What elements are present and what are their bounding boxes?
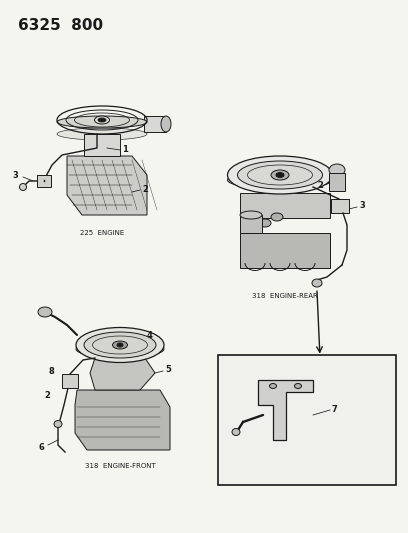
Text: 7: 7 xyxy=(332,405,338,414)
Text: 8: 8 xyxy=(48,367,54,376)
Ellipse shape xyxy=(271,170,289,180)
Text: 6: 6 xyxy=(38,442,44,451)
Text: 5: 5 xyxy=(165,366,171,375)
Bar xyxy=(218,355,396,485)
Ellipse shape xyxy=(76,327,164,362)
Ellipse shape xyxy=(228,171,333,189)
Ellipse shape xyxy=(270,384,277,389)
Bar xyxy=(240,193,330,218)
Ellipse shape xyxy=(98,118,106,122)
Text: 2: 2 xyxy=(142,185,148,195)
Text: 6325  800: 6325 800 xyxy=(18,18,103,33)
Ellipse shape xyxy=(232,429,240,435)
Ellipse shape xyxy=(38,307,52,317)
Ellipse shape xyxy=(57,128,147,140)
Bar xyxy=(329,173,345,191)
Text: 1: 1 xyxy=(122,146,128,155)
Ellipse shape xyxy=(95,116,109,124)
Ellipse shape xyxy=(276,173,284,177)
Ellipse shape xyxy=(76,340,164,358)
Ellipse shape xyxy=(271,213,283,221)
Ellipse shape xyxy=(237,161,322,189)
Text: 318  ENGINE-REAR: 318 ENGINE-REAR xyxy=(252,293,318,299)
Text: 2: 2 xyxy=(317,181,323,190)
Ellipse shape xyxy=(295,384,302,389)
Bar xyxy=(240,233,330,268)
Ellipse shape xyxy=(228,156,333,194)
Polygon shape xyxy=(90,358,155,390)
Ellipse shape xyxy=(20,183,27,190)
Ellipse shape xyxy=(117,343,123,347)
Bar xyxy=(84,134,120,156)
Ellipse shape xyxy=(57,116,147,128)
Bar xyxy=(144,116,166,132)
Polygon shape xyxy=(67,156,147,215)
Ellipse shape xyxy=(312,279,322,287)
Bar xyxy=(62,374,78,388)
Text: 1: 1 xyxy=(267,175,273,184)
Bar xyxy=(240,215,262,233)
Ellipse shape xyxy=(249,213,261,221)
Ellipse shape xyxy=(329,164,345,176)
Ellipse shape xyxy=(259,219,271,227)
Polygon shape xyxy=(258,380,313,440)
Ellipse shape xyxy=(161,116,171,132)
Bar xyxy=(331,199,349,213)
Text: 3: 3 xyxy=(12,171,18,180)
Ellipse shape xyxy=(113,341,127,349)
Polygon shape xyxy=(75,390,170,450)
Ellipse shape xyxy=(240,211,262,219)
Text: 4: 4 xyxy=(147,332,153,341)
Ellipse shape xyxy=(84,332,156,358)
Ellipse shape xyxy=(54,421,62,427)
Text: 318  ENGINE-FRONT: 318 ENGINE-FRONT xyxy=(84,463,155,469)
Bar xyxy=(37,175,51,187)
Text: 2: 2 xyxy=(44,391,50,400)
Text: 225  ENGINE: 225 ENGINE xyxy=(80,230,124,236)
Text: 3: 3 xyxy=(359,200,365,209)
